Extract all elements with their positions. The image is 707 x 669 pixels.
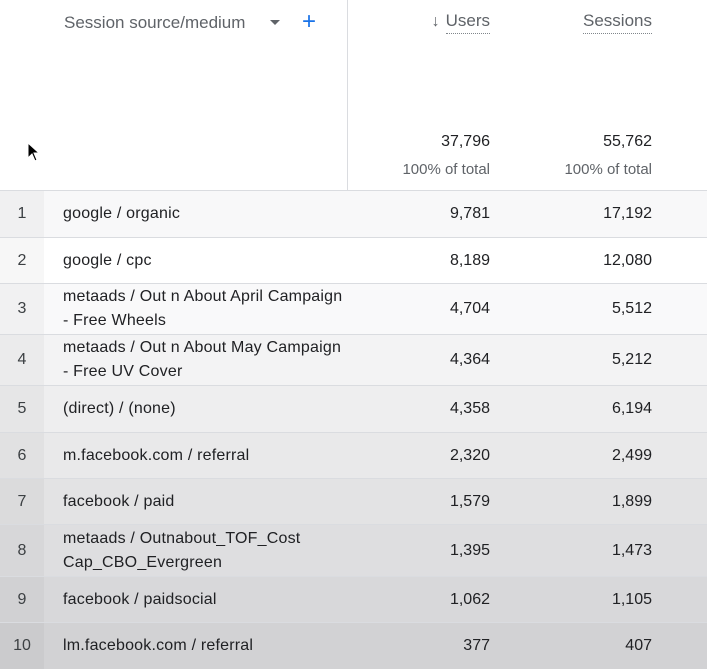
table-row[interactable]: 7 facebook / paid 1,579 1,899 [0,478,707,524]
row-users-value: 1,395 [449,541,490,559]
table-row[interactable]: 5 (direct) / (none) 4,358 6,194 [0,385,707,432]
row-dimension-value: lm.facebook.com / referral [63,637,254,654]
row-users-value: 377 [463,637,490,654]
row-sessions-value: 5,212 [611,351,652,368]
row-index: 6 [17,446,27,464]
row-sessions-value: 2,499 [611,446,652,464]
row-index: 5 [17,400,27,417]
row-sessions-value: 17,192 [603,205,652,222]
row-dimension-value: metaads / Out n About May Campaign - Fre… [63,339,342,380]
row-sessions-value: 1,899 [611,492,652,510]
users-column-label: Users [445,11,490,34]
row-sessions-value: 1,473 [611,541,652,559]
row-dimension-value: facebook / paid [63,492,175,510]
row-dimension-value: metaads / Outnabout_TOF_Cost Cap_CBO_Eve… [63,529,301,571]
row-sessions-value: 5,512 [611,300,652,317]
sessions-column-label: Sessions [583,11,652,34]
row-index: 3 [17,300,27,317]
table-row[interactable]: 10 lm.facebook.com / referral 377 407 [0,622,707,669]
table-row[interactable]: 2 google / cpc 8,189 12,080 [0,237,707,283]
users-percent-of-total: 100% of total [402,161,490,178]
row-index: 2 [17,251,27,269]
row-users-value: 2,320 [449,446,490,464]
row-users-value: 1,579 [449,492,490,510]
table-row[interactable]: 8 metaads / Outnabout_TOF_Cost Cap_CBO_Ev… [0,524,707,576]
row-index: 8 [17,541,27,559]
row-index: 10 [13,637,31,654]
table-row[interactable]: 3 metaads / Out n About April Campaign - … [0,283,707,334]
row-sessions-value: 407 [625,637,652,654]
row-dimension-value: (direct) / (none) [63,400,176,417]
sort-arrow-icon: ↓ [431,13,440,30]
caret-down-icon[interactable] [270,20,280,25]
users-column-header[interactable]: ↓ Users [431,11,490,34]
row-dimension-value: metaads / Out n About April Campaign - F… [63,288,343,329]
table-row[interactable]: 6 m.facebook.com / referral 2,320 2,499 [0,432,707,478]
row-dimension-value: m.facebook.com / referral [63,446,250,464]
row-users-value: 9,781 [449,205,490,222]
sessions-total: 55,762 [603,133,652,150]
row-dimension-value: google / organic [63,205,181,222]
sessions-column-header[interactable]: Sessions [583,11,652,34]
row-users-value: 4,704 [449,300,490,317]
row-sessions-value: 6,194 [611,400,652,417]
sessions-percent-of-total: 100% of total [564,161,652,178]
table-row[interactable]: 1 google / organic 9,781 17,192 [0,190,707,237]
table-row[interactable]: 4 metaads / Out n About May Campaign - Fr… [0,334,707,385]
add-dimension-button[interactable]: + [302,8,317,35]
row-dimension-value: facebook / paidsocial [63,590,217,608]
row-index: 9 [17,590,27,608]
row-index: 7 [17,492,27,510]
users-total: 37,796 [441,133,490,150]
row-index: 1 [17,205,27,222]
row-dimension-value: google / cpc [63,251,152,269]
row-sessions-value: 12,080 [603,251,652,269]
mouse-pointer-icon [27,142,41,162]
table-header: Session source/medium + ↓ Users Sessions … [0,0,707,190]
table-body: 1 google / organic 9,781 17,192 2 google / cp… [0,190,707,669]
row-users-value: 8,189 [449,251,490,269]
row-users-value: 4,358 [449,400,490,417]
row-users-value: 1,062 [449,590,490,608]
row-index: 4 [17,351,27,368]
dimension-selector-label[interactable]: Session source/medium [64,13,246,32]
row-users-value: 4,364 [449,351,490,368]
table-row[interactable]: 9 facebook / paidsocial 1,062 1,105 [0,576,707,622]
row-sessions-value: 1,105 [611,590,652,608]
